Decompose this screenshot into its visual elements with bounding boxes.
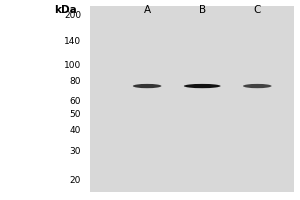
Text: A: A [144, 5, 151, 15]
Text: 100: 100 [64, 61, 81, 70]
Text: 140: 140 [64, 37, 81, 46]
Ellipse shape [184, 84, 220, 88]
Text: 30: 30 [70, 147, 81, 156]
Text: 60: 60 [70, 97, 81, 106]
Text: 20: 20 [70, 176, 81, 185]
Ellipse shape [243, 84, 272, 88]
Ellipse shape [133, 84, 161, 88]
Text: 80: 80 [70, 77, 81, 86]
Text: C: C [254, 5, 261, 15]
Text: 200: 200 [64, 11, 81, 20]
Text: B: B [199, 5, 206, 15]
Text: 50: 50 [70, 110, 81, 119]
Text: kDa: kDa [54, 5, 76, 15]
Text: 40: 40 [70, 126, 81, 135]
